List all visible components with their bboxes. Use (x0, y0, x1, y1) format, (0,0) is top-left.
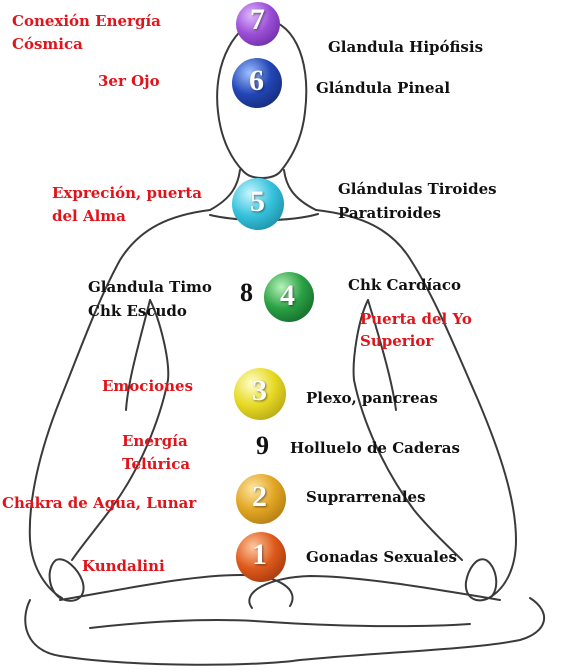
label-hipofisis: Glandula Hipófisis (328, 38, 484, 56)
leg-fold (89, 619, 471, 629)
chakra-orb-2 (236, 474, 286, 524)
chakra-orb-3 (234, 368, 286, 420)
chakra-number-2: 2 (252, 480, 267, 513)
label-cardiaco: Chk Cardíaco (348, 276, 462, 294)
right-arm-outline (315, 209, 517, 597)
label-yo-superior-line2: Superior (360, 332, 434, 350)
label-telurica-line2: Telúrica (122, 455, 191, 473)
chakra-orb-4 (264, 272, 314, 322)
right-inner-arm (352, 299, 463, 561)
left-arm-outline (28, 209, 211, 599)
left-inner-arm (71, 299, 170, 561)
neck-outline (209, 169, 241, 211)
chakra-number-4: 4 (280, 279, 295, 312)
label-conexion-line2: Cósmica (12, 35, 83, 53)
left-torso-side (125, 299, 151, 411)
chakra-orb-5 (232, 178, 284, 230)
label-timo-line2: Chk Escudo (88, 302, 187, 320)
chakra-number-5: 5 (250, 185, 265, 218)
label-tercer-ojo: 3er Ojo (98, 72, 160, 90)
label-emociones: Emociones (102, 377, 194, 395)
right-hand (464, 558, 498, 602)
left-hand (48, 558, 85, 602)
label-tiroides-line1: Glándulas Tiroides (338, 180, 497, 198)
right-torso-side (367, 299, 397, 411)
chakra-number-7: 7 (250, 3, 265, 36)
chakra-number-8: 8 (240, 278, 253, 307)
chakra-number-6: 6 (249, 64, 264, 97)
label-telurica-line1: Energía (122, 432, 188, 450)
leg-cross-left (59, 574, 294, 607)
chakra-number-9: 9 (256, 431, 269, 460)
label-expresion-line2: del Alma (52, 207, 126, 225)
legs-outline (24, 597, 546, 666)
label-yo-superior-line1: Puerta del Yo (360, 310, 472, 328)
label-suprarrenales: Suprarrenales (306, 488, 426, 506)
label-expresion-line1: Expreción, puerta (52, 184, 202, 202)
chakra-orb-6 (232, 58, 282, 108)
chakra-orb-7 (236, 2, 280, 46)
label-conexion-line1: Conexión Energía (12, 12, 161, 30)
label-agua: Chakra de Agua, Lunar (2, 494, 197, 512)
label-timo-line1: Glandula Timo (88, 278, 212, 296)
neck-outline-right (283, 169, 317, 211)
label-gonadas: Gonadas Sexuales (306, 548, 457, 566)
label-pineal: Glándula Pineal (316, 79, 451, 97)
chakra-orb-1 (236, 532, 286, 582)
chakra-number-3: 3 (252, 374, 267, 407)
label-plexo: Plexo, pancreas (306, 389, 438, 407)
label-caderas: Holluelo de Caderas (290, 439, 460, 457)
label-tiroides-line2: Paratiroides (338, 204, 441, 222)
leg-cross-right (248, 575, 501, 609)
label-kundalini: Kundalini (82, 557, 165, 575)
chakra-number-1: 1 (252, 538, 267, 571)
